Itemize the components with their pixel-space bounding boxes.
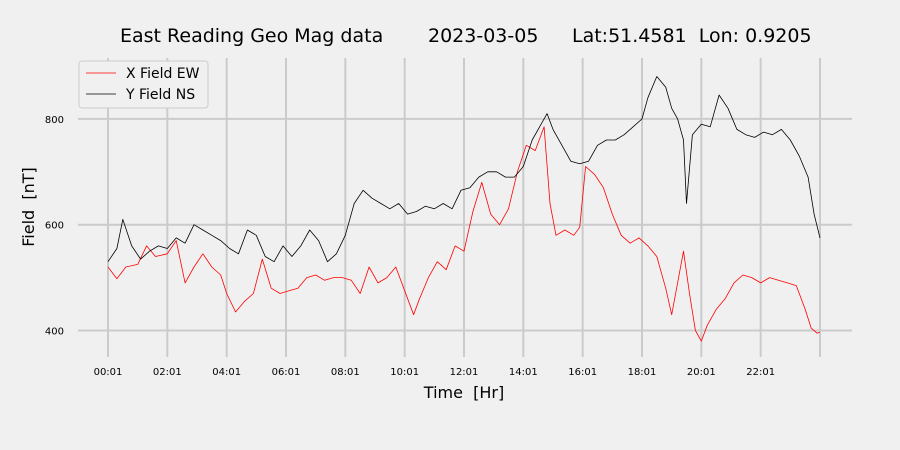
x-tick-label: 08:01 xyxy=(331,367,360,378)
x-tick-label: 16:01 xyxy=(568,367,597,378)
x-tick-label: 02:01 xyxy=(153,367,182,378)
x-tick-label: 06:01 xyxy=(272,367,301,378)
chart-location: Lat:51.4581 Lon: 0.9205 xyxy=(572,25,812,47)
legend: X Field EW Y Field NS xyxy=(78,60,209,109)
x-tick-label: 10:01 xyxy=(390,367,419,378)
legend-label-y-field: Y Field NS xyxy=(125,87,195,103)
chart-date: 2023-03-05 xyxy=(428,25,538,47)
series-lines xyxy=(107,76,821,342)
y-tick-label: 800 xyxy=(45,115,64,126)
x-tick-label: 12:01 xyxy=(450,367,479,378)
y-axis-title: Field [nT] xyxy=(19,167,38,247)
y-tick-label: 400 xyxy=(45,327,64,338)
x-tick-label: 18:01 xyxy=(628,367,657,378)
series-line-y-field-ns xyxy=(107,76,821,263)
series-line-x-field-ew xyxy=(107,126,821,342)
legend-label-x-field: X Field EW xyxy=(126,66,200,82)
y-tick-labels: 400 600 800 xyxy=(45,115,64,338)
x-tick-label: 14:01 xyxy=(509,367,538,378)
grid xyxy=(78,58,852,357)
x-tick-label: 00:01 xyxy=(94,367,123,378)
x-tick-label: 22:01 xyxy=(746,367,775,378)
x-tick-label: 20:01 xyxy=(687,367,716,378)
x-axis-title: Time [Hr] xyxy=(423,383,504,402)
x-tick-labels: 00:01 02:01 04:01 06:01 08:01 10:01 12:01 14:01… xyxy=(94,367,775,378)
y-tick-label: 600 xyxy=(45,221,64,232)
chart-title: East Reading Geo Mag data xyxy=(120,25,383,47)
x-tick-label: 04:01 xyxy=(212,367,241,378)
